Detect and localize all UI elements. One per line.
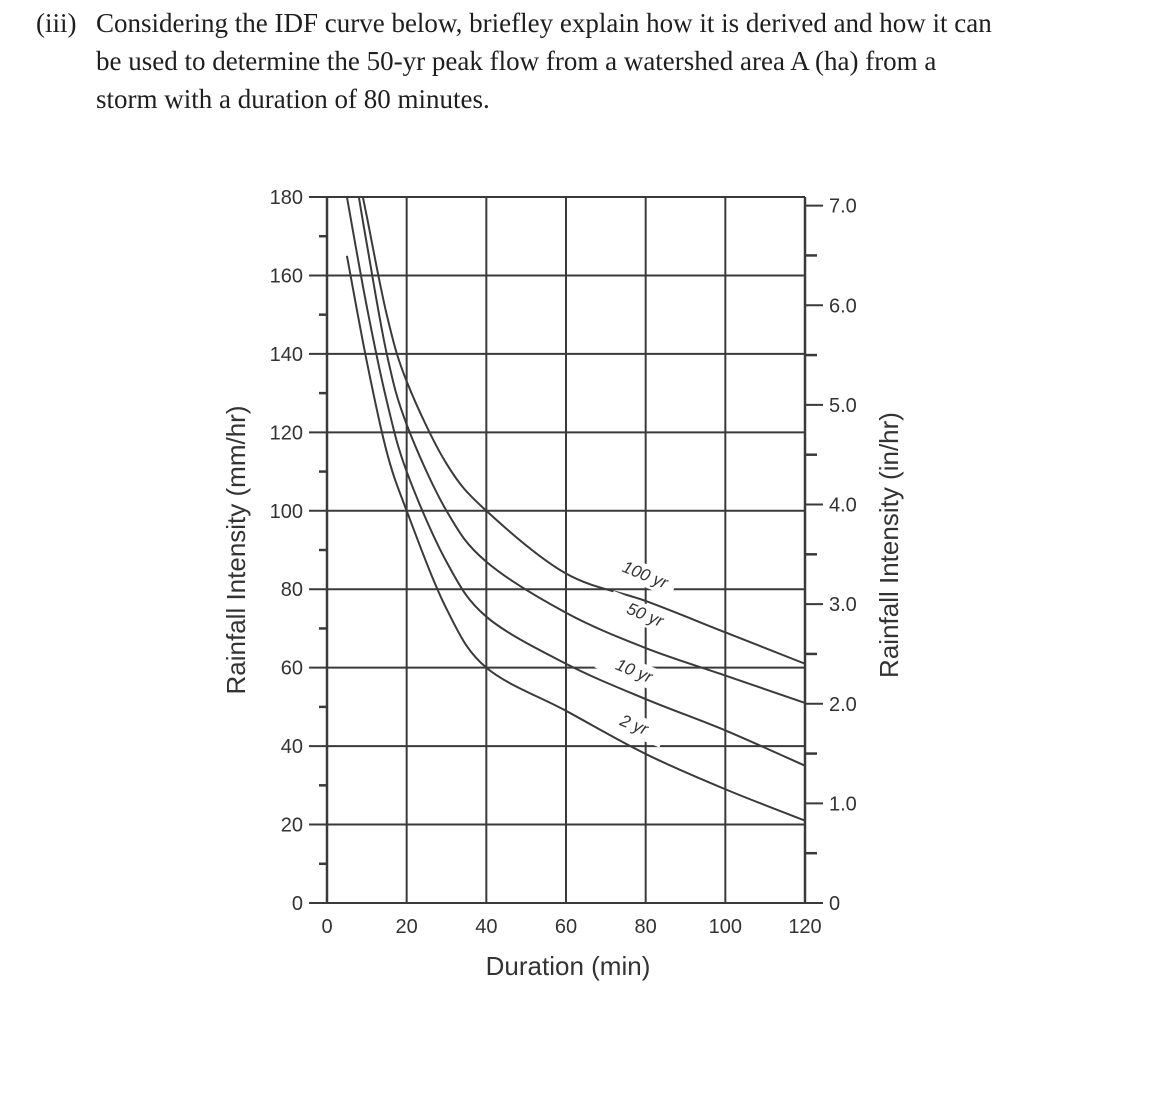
- curve-50yr: [357, 196, 806, 704]
- y-right-tick-label: 3.0: [829, 594, 857, 616]
- x-tick-label: 0: [321, 916, 332, 938]
- y-right-tick-label: 0: [829, 893, 840, 915]
- y-axis-left-title: Rainfall Intensity (mm/hr): [221, 406, 251, 695]
- curve-2yr: [345, 255, 806, 822]
- y-right-tick-label: 6.0: [829, 295, 857, 317]
- curve-label-background: [605, 590, 679, 638]
- chart-grid: [309, 196, 823, 904]
- curve-10yr: [345, 196, 806, 767]
- x-tick-label: 80: [635, 916, 657, 938]
- y-left-tick-label: 180: [270, 187, 303, 209]
- curve-label-background: [594, 646, 668, 694]
- curve-label-background: [594, 700, 668, 748]
- question-line-2: be used to determine the 50-yr peak flow…: [96, 46, 937, 76]
- idf-curves: [345, 196, 806, 822]
- x-axis-title: Duration (min): [486, 951, 651, 981]
- x-tick-label: 40: [475, 916, 497, 938]
- y-right-tick-label: 2.0: [829, 694, 857, 716]
- y-left-tick-label: 0: [292, 893, 303, 915]
- y-left-tick-label: 160: [270, 265, 303, 287]
- y-left-tick-label: 80: [281, 579, 303, 601]
- y-axis-right-title: Rainfall Intensity (in/hr): [874, 412, 904, 678]
- y-left-tick-label: 20: [281, 815, 303, 837]
- x-tick-label: 20: [396, 916, 418, 938]
- y-left-tick-label: 120: [270, 422, 303, 444]
- y-left-tick-label: 140: [270, 344, 303, 366]
- x-tick-label: 100: [709, 916, 742, 938]
- y-left-tick-label: 40: [281, 736, 303, 758]
- y-right-tick-label: 4.0: [829, 495, 857, 517]
- y-right-tick-label: 1.0: [829, 793, 857, 815]
- y-left-tick-label: 60: [281, 658, 303, 680]
- x-tick-label: 60: [555, 916, 577, 938]
- curve-100yr: [361, 196, 806, 665]
- y-right-tick-label: 7.0: [829, 196, 857, 218]
- question-number: (iii): [36, 8, 77, 38]
- y-right-tick-label: 5.0: [829, 395, 857, 417]
- question-line-1: Considering the IDF curve below, briefle…: [96, 8, 992, 38]
- y-left-tick-label: 100: [270, 501, 303, 523]
- question-line-3: storm with a duration of 80 minutes.: [96, 84, 490, 114]
- x-tick-label: 120: [788, 916, 821, 938]
- curve-label-background: [605, 550, 679, 598]
